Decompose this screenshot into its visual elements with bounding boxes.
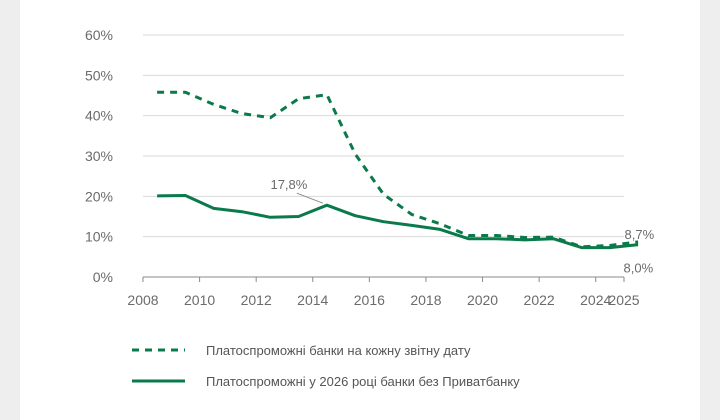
line-chart: 0% 10% 20% 30% 40% 50% 60% 2008 2010 2012 2014 2016… (85, 27, 655, 389)
x-tick-label: 2024 (580, 292, 611, 308)
x-tick-label: 2016 (354, 292, 385, 308)
y-tick-label: 50% (85, 67, 113, 83)
y-tick-label: 40% (85, 108, 113, 124)
x-tick-label: 2022 (524, 292, 555, 308)
y-tick-label: 60% (85, 27, 113, 43)
x-tick-label: 2008 (127, 292, 158, 308)
series-line-dashed (157, 90, 639, 249)
x-tick-label: 2025 (608, 292, 639, 308)
legend-label: Платоспроможні у 2026 році банки без При… (206, 374, 520, 389)
y-tick-label: 10% (85, 229, 113, 245)
annotation-label: 8,7% (625, 227, 655, 242)
y-tick-label: 20% (85, 188, 113, 204)
legend-label: Платоспроможні банки на кожну звітну дат… (206, 343, 471, 358)
annotation-label: 8,0% (624, 261, 654, 276)
x-tick-label: 2010 (184, 292, 215, 308)
y-tick-label: 0% (93, 269, 113, 285)
series-line-solid (157, 194, 639, 250)
annotation-label: 17,8% (270, 177, 307, 192)
x-tick-label: 2014 (297, 292, 328, 308)
annotation-leader (296, 192, 324, 204)
x-tick-label: 2018 (410, 292, 441, 308)
x-tick-label: 2012 (241, 292, 272, 308)
chart-card: 0% 10% 20% 30% 40% 50% 60% 2008 2010 2012 2014 2016… (20, 0, 700, 420)
x-tick-label: 2020 (467, 292, 498, 308)
y-tick-label: 30% (85, 148, 113, 164)
